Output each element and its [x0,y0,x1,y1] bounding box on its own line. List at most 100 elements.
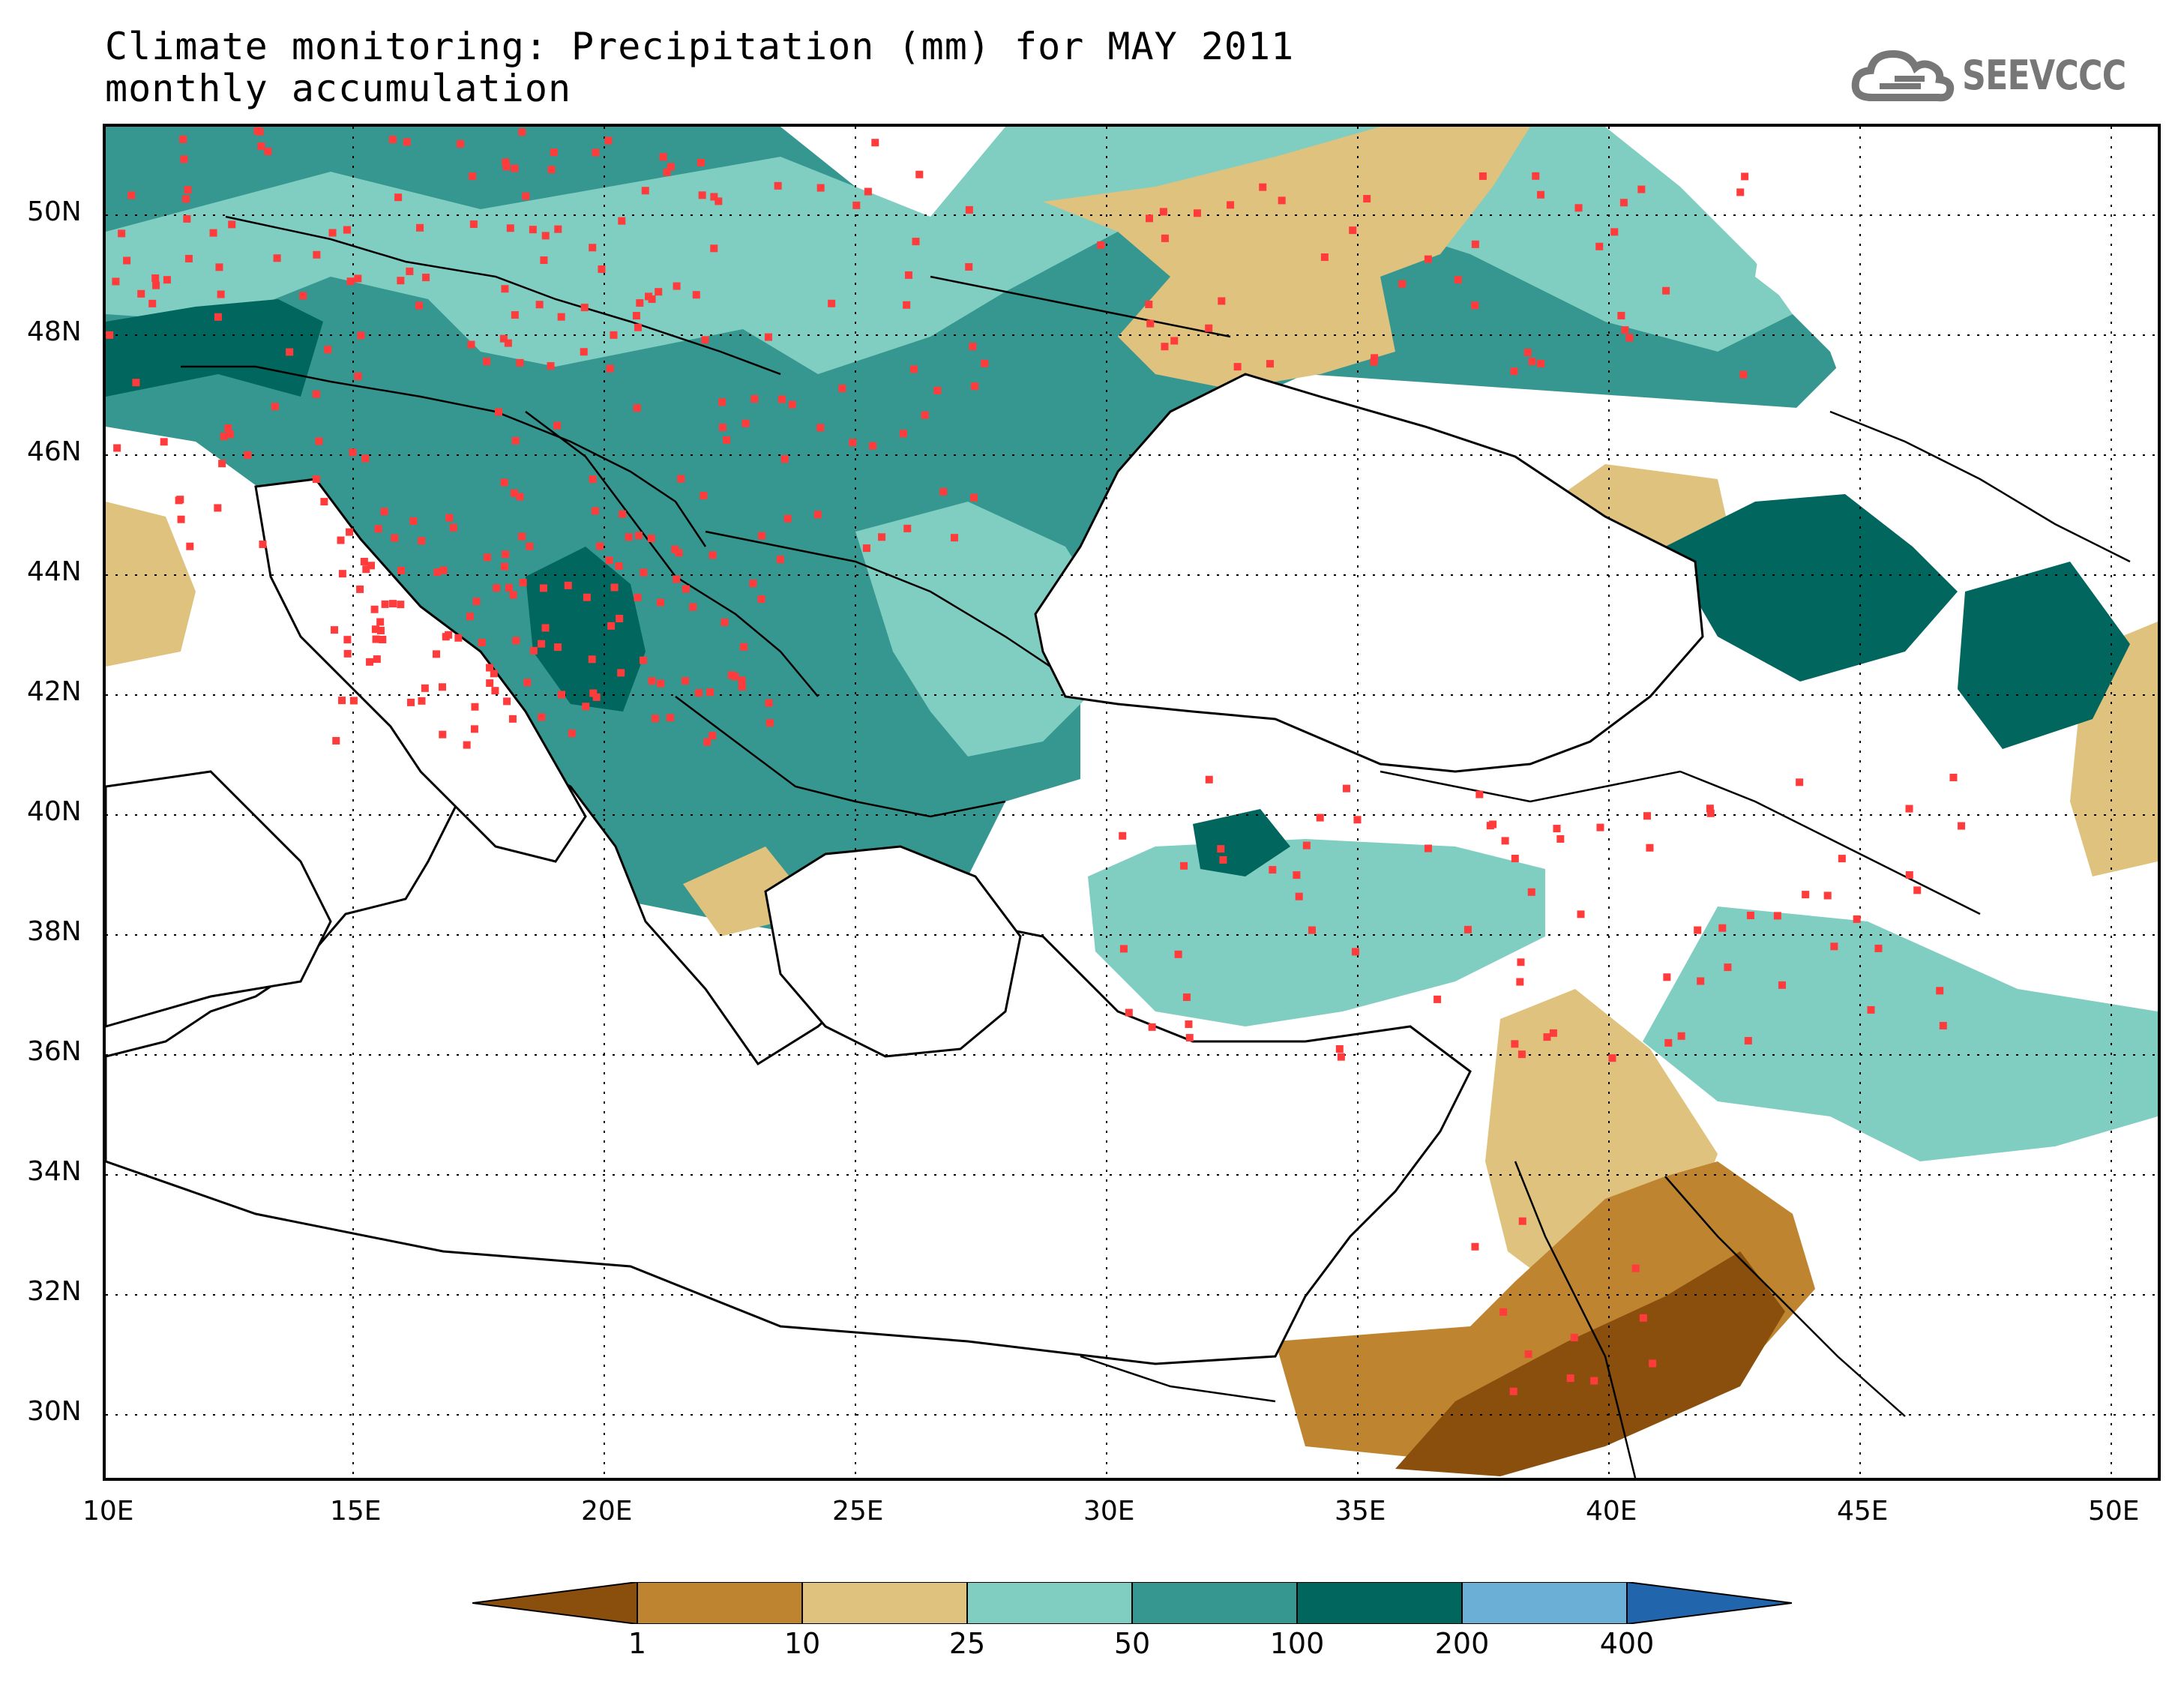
station-marker [1523,348,1532,356]
y-tick-label: 42N [27,676,82,707]
y-tick-label: 50N [27,196,82,227]
station-marker [273,254,281,262]
station-marker [1574,204,1583,212]
station-marker [312,475,320,484]
legend-swatch-200-400 [1461,1582,1628,1624]
station-marker [547,166,556,174]
station-marker [1939,1021,1947,1029]
station-marker [1295,892,1303,900]
station-marker [406,267,414,275]
station-marker [718,424,727,432]
station-marker [1145,300,1153,308]
x-tick-label: 10E [82,1496,134,1527]
station-marker [667,163,675,171]
station-marker [151,274,160,283]
station-marker [632,312,640,320]
station-marker [1874,944,1883,952]
station-marker [849,439,857,447]
station-marker [439,683,447,691]
station-marker [903,301,911,309]
station-marker [1266,360,1274,368]
station-marker [1527,888,1535,896]
station-marker [217,290,225,298]
station-marker [1233,363,1242,371]
station-marker [540,256,548,264]
station-marker [749,580,757,588]
y-tick-label: 44N [27,556,82,587]
station-marker [607,622,616,630]
station-marker [376,626,385,634]
station-marker [511,311,519,319]
station-marker [589,689,598,697]
station-marker [1646,844,1654,852]
station-marker [472,598,481,606]
station-marker [1371,354,1379,362]
station-marker [1159,208,1167,216]
station-marker [903,524,912,532]
legend-swatch-100-200 [1296,1582,1463,1624]
station-marker [1471,240,1479,248]
station-marker [409,517,418,525]
station-marker [633,404,641,412]
station-marker [1269,866,1277,874]
station-marker [332,736,340,745]
station-marker [1553,825,1561,833]
station-marker [739,643,747,651]
station-marker [1145,214,1153,223]
station-marker [604,136,613,145]
legend-swatch-1-10 [637,1582,803,1624]
station-marker [1185,1020,1193,1029]
station-marker [706,688,715,697]
station-marker [718,398,727,406]
station-marker [1217,845,1225,853]
station-marker [416,223,424,232]
station-marker [663,168,671,176]
station-marker [1677,1032,1685,1040]
station-marker [1335,1045,1344,1053]
station-marker [618,217,626,225]
x-tick-label: 40E [1586,1496,1637,1527]
station-marker [1724,963,1732,972]
station-marker [675,549,683,557]
field-25-50-mesopotamia [1643,906,2158,1161]
station-marker [564,581,572,589]
station-marker [244,451,252,459]
station-marker [445,514,454,522]
station-marker [554,225,562,233]
station-marker [1205,775,1213,784]
station-marker [1913,886,1922,894]
station-marker [286,348,294,356]
station-marker [1549,1029,1557,1037]
station-marker [1463,925,1472,933]
station-marker [1398,280,1407,288]
station-marker [186,542,194,550]
station-marker [397,601,405,609]
station-marker [1219,855,1227,864]
station-marker [780,455,789,463]
station-marker [360,557,368,565]
station-marker [692,291,700,299]
station-marker [541,624,550,632]
station-marker [1119,832,1127,840]
station-marker [486,664,494,672]
station-marker [634,532,643,540]
station-marker [338,570,346,578]
station-marker [582,703,590,711]
station-marker [816,184,825,192]
legend-swatch-above-400 [1626,1582,1792,1624]
station-marker [346,277,355,286]
station-marker [500,478,508,487]
station-marker [1193,209,1201,217]
station-marker [1434,995,1442,1003]
graticule [106,127,2158,1478]
station-marker [709,551,717,559]
station-marker [362,565,370,574]
station-marker [701,336,709,344]
station-marker [259,540,267,548]
station-marker [864,187,872,196]
station-marker [709,732,717,740]
station-marker [1337,1053,1345,1061]
station-marker [1180,861,1188,870]
station-marker [899,430,907,438]
station-marker [1621,326,1629,334]
